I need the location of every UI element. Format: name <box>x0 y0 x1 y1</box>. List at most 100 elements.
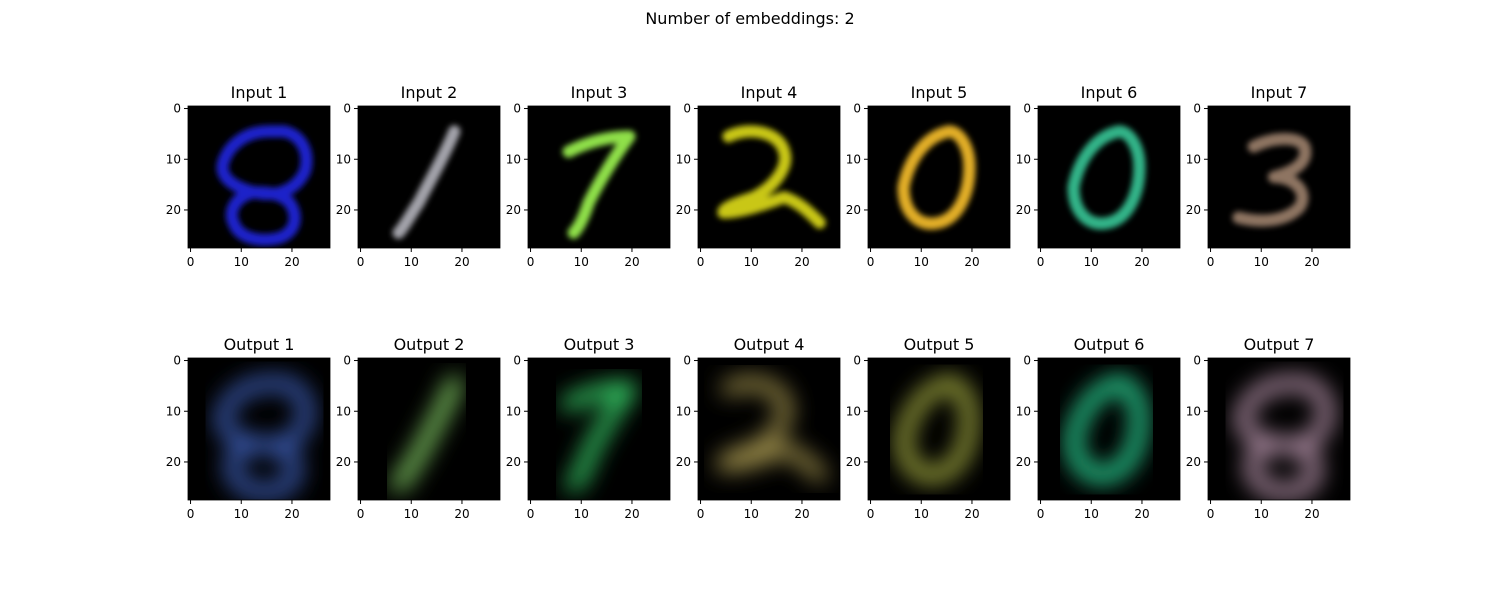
y-tick-label: 10 <box>676 152 691 166</box>
axes-frame <box>1037 105 1181 249</box>
y-tick-label: 10 <box>676 404 691 418</box>
y-tick-label: 0 <box>343 354 351 368</box>
x-tick-label: 20 <box>1134 507 1149 521</box>
axes-frame <box>697 357 841 501</box>
digit-stroke <box>1235 376 1334 499</box>
y-tick-label: 10 <box>506 404 521 418</box>
x-tick-label: 0 <box>697 507 705 521</box>
digit-stroke <box>1232 132 1312 227</box>
axes-frame <box>187 105 331 249</box>
panel-title: Output 6 <box>1074 335 1145 354</box>
digit-stroke <box>896 376 977 483</box>
panel-1-1: Input 1 0 0 10 10 20 20 <box>166 83 331 269</box>
figure-title: Number of embeddings: 2 <box>645 9 855 28</box>
x-tick-label: 0 <box>357 507 365 521</box>
y-tick-label: 10 <box>336 404 351 418</box>
digit-stroke <box>1066 376 1147 483</box>
x-tick-label: 20 <box>794 507 809 521</box>
panel-title: Input 4 <box>741 83 798 102</box>
y-tick-label: 20 <box>166 455 181 469</box>
panel-1-4: Input 4 0 0 10 10 20 20 <box>676 83 841 269</box>
x-tick-label: 10 <box>234 507 249 521</box>
axes-frame <box>697 105 841 249</box>
y-tick-label: 20 <box>846 455 861 469</box>
x-tick-label: 20 <box>964 507 979 521</box>
axes-frame <box>1037 357 1181 501</box>
y-tick-label: 20 <box>1186 203 1201 217</box>
panel-2-3: Output 3 0 0 10 10 20 20 <box>506 335 671 521</box>
panel-2-4: Output 4 0 0 10 10 20 20 <box>676 335 841 521</box>
x-tick-label: 0 <box>527 255 535 269</box>
x-tick-label: 10 <box>234 255 249 269</box>
x-tick-label: 0 <box>697 255 705 269</box>
y-tick-label: 10 <box>846 152 861 166</box>
x-tick-label: 0 <box>1037 507 1045 521</box>
axes-frame <box>867 357 1011 501</box>
panel-title: Input 6 <box>1081 83 1138 102</box>
axes-frame <box>1207 105 1351 249</box>
digit-stroke <box>1067 125 1146 230</box>
panel-title: Output 4 <box>734 335 805 354</box>
x-tick-label: 10 <box>1084 507 1099 521</box>
x-tick-label: 10 <box>1084 255 1099 269</box>
x-tick-label: 10 <box>744 507 759 521</box>
y-tick-label: 10 <box>1186 404 1201 418</box>
panel-1-2: Input 2 0 0 10 10 20 20 <box>336 83 501 269</box>
y-tick-label: 0 <box>513 354 521 368</box>
x-tick-label: 0 <box>187 255 195 269</box>
y-tick-label: 0 <box>1193 354 1201 368</box>
y-tick-label: 20 <box>336 455 351 469</box>
digit-stroke <box>717 125 826 229</box>
y-tick-label: 0 <box>683 354 691 368</box>
y-tick-label: 0 <box>173 354 181 368</box>
x-tick-label: 20 <box>964 255 979 269</box>
panel-2-1: Output 1 0 0 10 10 20 20 <box>166 335 331 521</box>
y-tick-label: 0 <box>1023 354 1031 368</box>
y-tick-label: 0 <box>1023 102 1031 116</box>
x-tick-label: 10 <box>914 507 929 521</box>
y-tick-label: 20 <box>336 203 351 217</box>
panel-2-7: Output 7 0 0 10 10 20 20 <box>1186 335 1351 521</box>
panel-title: Output 5 <box>904 335 975 354</box>
panel-title: Input 2 <box>401 83 458 102</box>
x-tick-label: 20 <box>794 255 809 269</box>
x-tick-label: 20 <box>624 255 639 269</box>
panel-title: Output 2 <box>394 335 465 354</box>
digit-stroke <box>897 125 976 230</box>
x-tick-label: 20 <box>624 507 639 521</box>
x-tick-label: 0 <box>527 507 535 521</box>
axes-frame <box>357 105 501 249</box>
x-tick-label: 0 <box>357 255 365 269</box>
x-tick-label: 10 <box>574 507 589 521</box>
axes-frame <box>187 357 331 501</box>
axes-frame <box>527 105 671 249</box>
x-tick-label: 20 <box>1304 507 1319 521</box>
panel-title: Output 1 <box>224 335 295 354</box>
x-tick-label: 20 <box>1134 255 1149 269</box>
panel-1-3: Input 3 0 0 10 10 20 20 <box>506 83 671 269</box>
x-tick-label: 20 <box>1304 255 1319 269</box>
panel-1-6: Input 6 0 0 10 10 20 20 <box>1016 83 1181 269</box>
y-tick-label: 10 <box>846 404 861 418</box>
x-tick-label: 10 <box>1254 255 1269 269</box>
x-tick-label: 0 <box>187 507 195 521</box>
panel-2-2: Output 2 0 0 10 10 20 20 <box>336 335 501 521</box>
panel-2-6: Output 6 0 0 10 10 20 20 <box>1016 335 1181 521</box>
x-tick-label: 10 <box>744 255 759 269</box>
panel-title: Input 1 <box>231 83 288 102</box>
panel-1-5: Input 5 0 0 10 10 20 20 <box>846 83 1011 269</box>
y-tick-label: 20 <box>1186 455 1201 469</box>
y-tick-label: 10 <box>336 152 351 166</box>
panel-1-7: Input 7 0 0 10 10 20 20 <box>1186 83 1351 269</box>
x-tick-label: 10 <box>404 255 419 269</box>
axes-frame <box>1207 357 1351 501</box>
digit-stroke <box>215 376 314 499</box>
x-tick-label: 20 <box>454 255 469 269</box>
y-tick-label: 0 <box>513 102 521 116</box>
x-tick-label: 0 <box>867 255 875 269</box>
x-tick-label: 20 <box>454 507 469 521</box>
x-tick-label: 10 <box>404 507 419 521</box>
digit-stroke <box>391 376 462 492</box>
panel-title: Output 3 <box>564 335 635 354</box>
axes-frame <box>867 105 1011 249</box>
